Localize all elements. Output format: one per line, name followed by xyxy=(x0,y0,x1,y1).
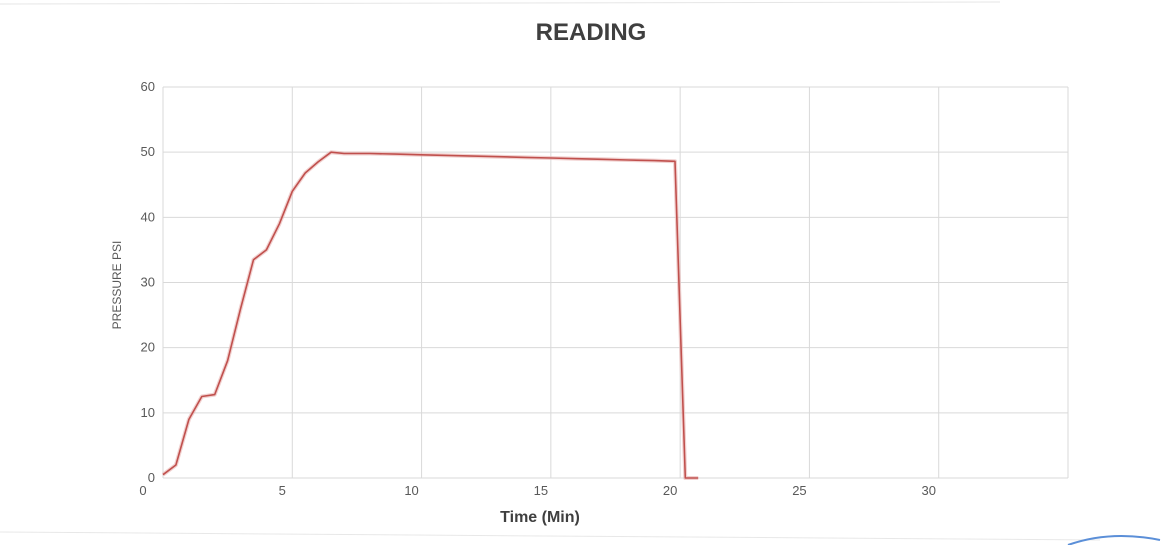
x-tick-label: 0 xyxy=(139,483,146,498)
x-axis-label: Time (Min) xyxy=(500,509,580,526)
x-tick-label: 20 xyxy=(663,483,677,498)
chart-title: READING xyxy=(536,19,647,46)
y-tick-label: 0 xyxy=(148,470,155,485)
grid-lines xyxy=(162,86,1069,479)
y-tick-label: 20 xyxy=(141,340,155,355)
y-tick-label: 40 xyxy=(141,209,155,224)
x-tick-label: 15 xyxy=(534,483,548,498)
series-line xyxy=(162,151,699,479)
axis-ticks: 0 10 20 30 40 50 60 0 5 10 15 20 25 30 xyxy=(139,79,936,498)
y-tick-label: 10 xyxy=(141,405,155,420)
x-tick-label: 25 xyxy=(792,483,806,498)
series-layer xyxy=(161,150,699,480)
y-tick-label: 60 xyxy=(141,79,155,94)
top-edge-line xyxy=(0,1,1001,5)
y-axis-label: PRESSURE PSI xyxy=(110,241,124,330)
stamp-arc xyxy=(1067,535,1161,545)
bottom-edge-line xyxy=(0,531,1101,541)
x-tick-label: 10 xyxy=(404,483,418,498)
y-tick-label: 50 xyxy=(141,144,155,159)
x-tick-label: 5 xyxy=(279,483,286,498)
x-tick-label: 30 xyxy=(921,483,935,498)
y-tick-label: 30 xyxy=(141,275,155,290)
